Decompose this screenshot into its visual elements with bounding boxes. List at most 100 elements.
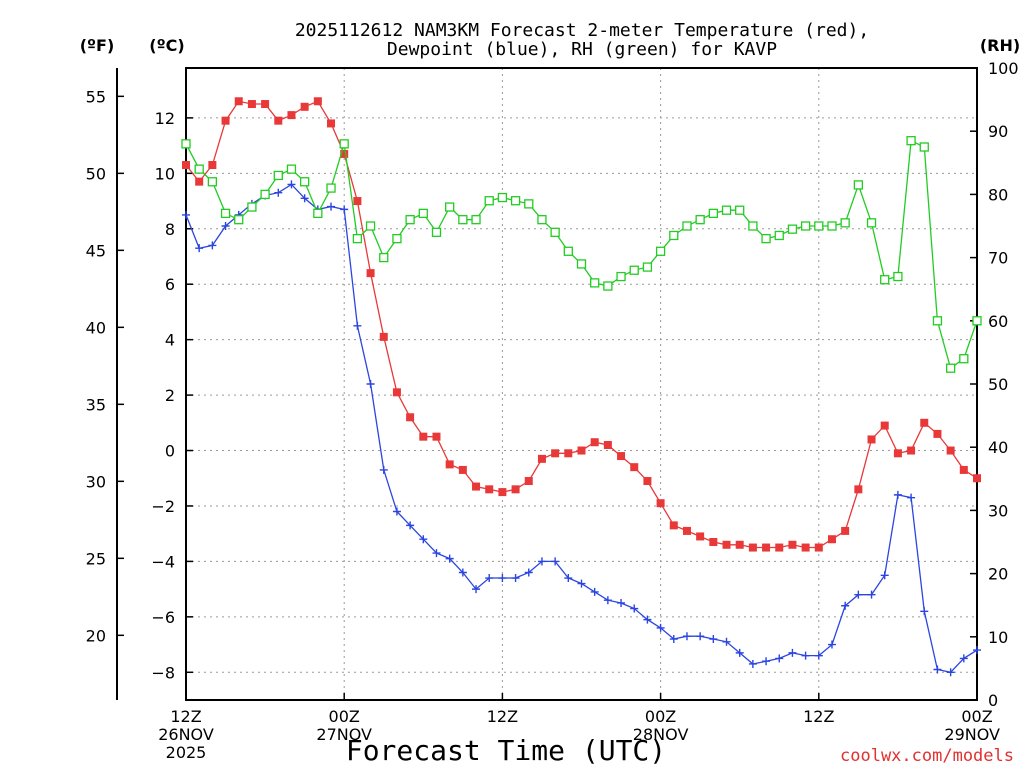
2-meter-temperature-point xyxy=(735,540,744,549)
dewpoint-point xyxy=(327,202,336,211)
dewpoint-point xyxy=(445,554,454,563)
source-credit: coolwx.com/models xyxy=(840,746,1014,766)
fahrenheit-axis-ticks: 20 25 30 35 40 45 50 55 xyxy=(86,87,124,645)
rh-point xyxy=(524,199,534,209)
dewpoint-point xyxy=(959,654,968,663)
dewpoint-point xyxy=(208,241,217,250)
2-meter-temperature-point xyxy=(880,421,889,430)
dewpoint-point xyxy=(340,205,349,214)
celsius-tick-label: 6 xyxy=(165,275,175,294)
rh-tick-label: 40 xyxy=(988,438,1008,457)
rh-tick-label: 30 xyxy=(988,501,1008,520)
dewpoint-point xyxy=(735,648,744,657)
2-meter-temperature-point xyxy=(827,535,836,544)
dewpoint-point xyxy=(827,640,836,649)
rh-point xyxy=(365,221,376,231)
dewpoint-point xyxy=(933,665,942,674)
dewpoint-point xyxy=(788,648,797,657)
rh-point xyxy=(299,177,310,187)
fahrenheit-tick-label: 50 xyxy=(86,164,106,183)
time-tick-label: 28NOV xyxy=(633,725,689,744)
dewpoint-point xyxy=(893,490,902,499)
rh-point xyxy=(352,233,363,244)
rh-point xyxy=(286,164,297,174)
dewpoint-point xyxy=(577,579,586,588)
2-meter-temperature-point xyxy=(867,435,876,444)
2-meter-temperature-point xyxy=(722,540,731,549)
rh-point xyxy=(563,246,573,256)
rh-point xyxy=(919,142,929,152)
2-meter-temperature-point xyxy=(524,477,533,486)
rh-point xyxy=(207,177,218,187)
rh-point xyxy=(800,221,811,231)
rh-point xyxy=(827,221,837,231)
rh-point xyxy=(774,230,784,241)
2-meter-temperature-point xyxy=(392,388,401,397)
x-axis-label: Forecast Time (UTC) xyxy=(346,734,666,767)
fahrenheit-tick-label: 45 xyxy=(86,241,106,260)
dewpoint-point xyxy=(814,651,823,660)
2-meter-temperature-point xyxy=(682,526,691,535)
2-meter-temperature-point xyxy=(603,440,612,449)
rh-point xyxy=(708,208,718,219)
dewpoint-point xyxy=(682,632,691,641)
rh-point xyxy=(484,196,494,206)
dewpoint-point xyxy=(643,615,652,624)
celsius-tick-label: 0 xyxy=(165,442,175,461)
rh-point xyxy=(550,227,560,237)
celsius-tick-label: 4 xyxy=(165,331,175,350)
dewpoint-point xyxy=(392,507,401,516)
2-meter-temperature-point xyxy=(327,119,336,128)
rh-point xyxy=(735,205,745,215)
2-meter-temperature-point xyxy=(973,474,981,483)
dewpoint-point xyxy=(775,654,784,663)
rh-point xyxy=(590,278,600,288)
dewpoint-point xyxy=(854,590,863,599)
rh-tick-label: 10 xyxy=(988,628,1008,647)
time-tick-label: 12Z xyxy=(170,707,201,726)
2-meter-temperature-point xyxy=(788,540,797,549)
rh-tick-label: 20 xyxy=(988,565,1008,584)
dewpoint-point xyxy=(195,244,204,253)
celsius-tick-label: −4 xyxy=(151,552,175,571)
2-meter-temperature-point xyxy=(630,463,639,472)
2-meter-temperature-point xyxy=(775,543,784,552)
rh-point xyxy=(880,275,890,285)
rh-point xyxy=(260,189,270,200)
rh-point xyxy=(537,215,547,225)
rh-point xyxy=(695,215,705,225)
2-meter-temperature-point xyxy=(696,532,705,541)
rh-point xyxy=(418,208,428,219)
dewpoint-series xyxy=(182,180,981,677)
fahrenheit-tick-label: 20 xyxy=(86,626,106,645)
chart-title-line-1: 2025112612 NAM3KM Forecast 2-meter Tempe… xyxy=(295,20,869,41)
dewpoint-point xyxy=(485,574,494,583)
dewpoint-point xyxy=(274,188,283,197)
2-meter-temperature-point xyxy=(933,429,942,438)
2-meter-temperature-point xyxy=(274,116,283,125)
dewpoint-point xyxy=(498,574,507,583)
rh-tick-label: 0 xyxy=(988,691,998,710)
rh-point xyxy=(405,215,415,225)
2-meter-temperature-point xyxy=(445,460,454,469)
rh-point xyxy=(181,139,191,149)
2-meter-temperature-point xyxy=(182,161,190,170)
2-meter-temperature-point xyxy=(300,102,309,111)
2-meter-temperature-point xyxy=(234,97,243,106)
2-meter-temperature-point xyxy=(551,449,560,458)
dewpoint-point xyxy=(590,587,599,596)
dewpoint-point xyxy=(564,574,573,583)
data-series xyxy=(181,97,982,677)
fahrenheit-axis-unit: (ºF) xyxy=(80,36,115,55)
rh-point xyxy=(445,202,455,212)
dewpoint-point xyxy=(709,635,718,644)
dewpoint-point xyxy=(748,659,757,668)
dewpoint-point xyxy=(603,596,612,605)
fahrenheit-tick-label: 30 xyxy=(86,472,106,491)
rh-point xyxy=(247,202,257,212)
rh-point xyxy=(761,233,771,244)
2-meter-temperature-point xyxy=(313,97,322,106)
2-meter-temperature-point xyxy=(669,521,678,530)
rh-series xyxy=(181,136,982,373)
rh-point xyxy=(616,271,626,282)
